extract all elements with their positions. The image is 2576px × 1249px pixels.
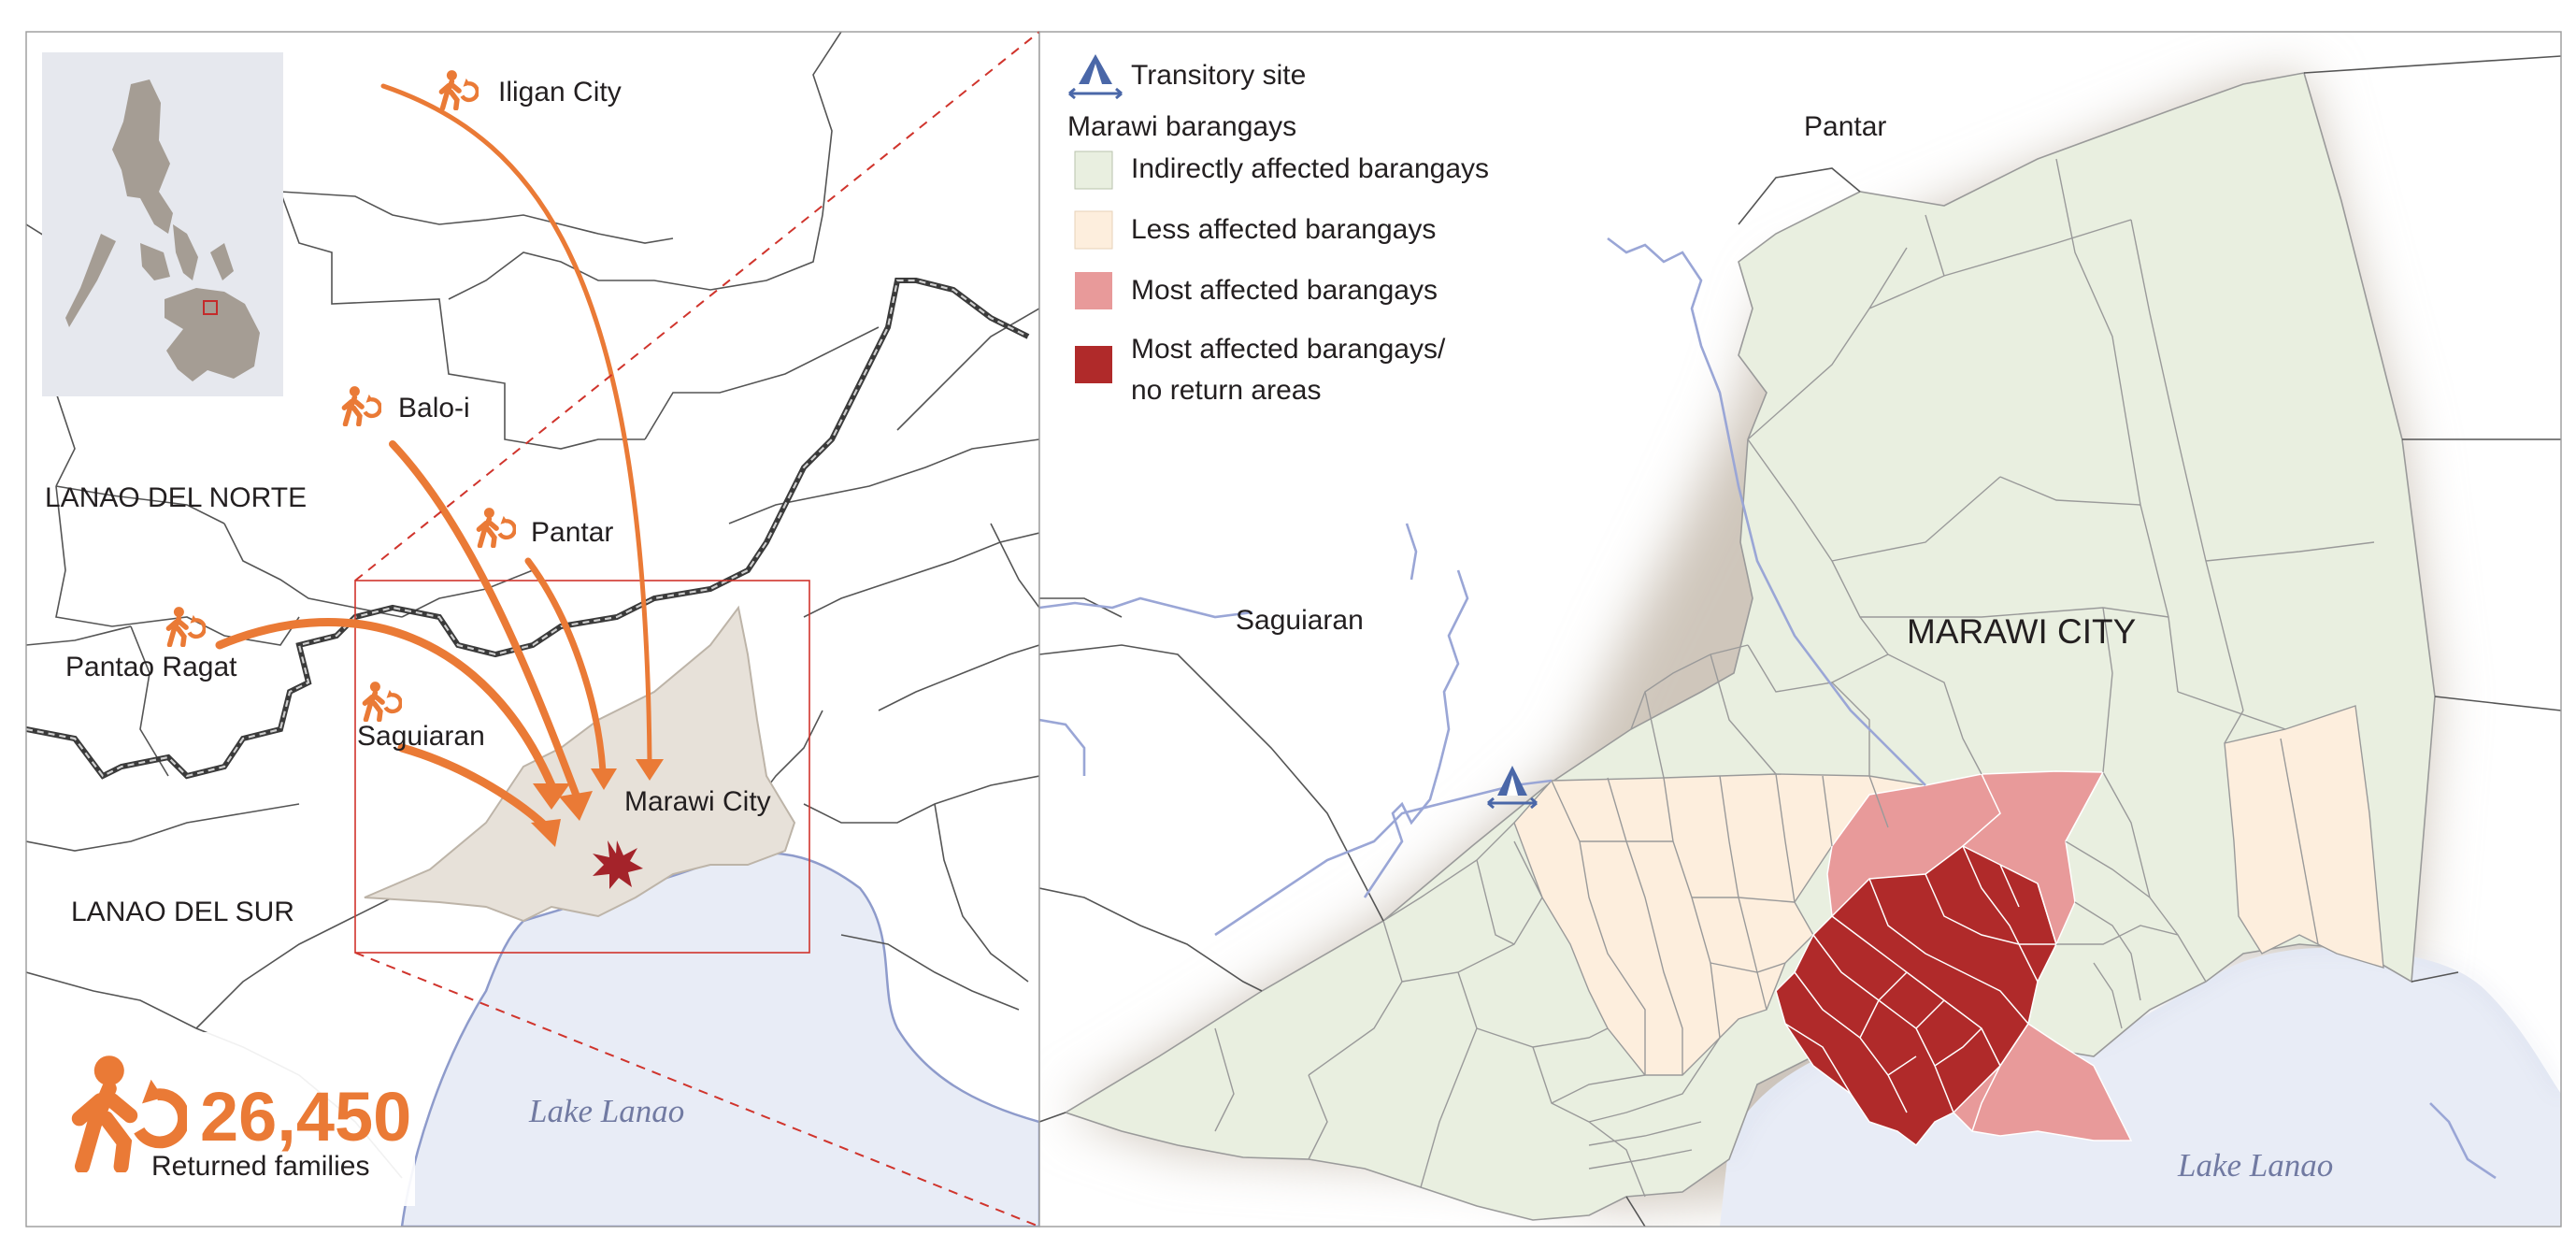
- marawi-detail-panel: Pantar Saguiaran MARAWI CITY Lake Lanao …: [1039, 32, 2561, 1227]
- barangay-boundaries: [1214, 158, 2375, 1198]
- label-marawi-city-inset: Marawi City: [624, 786, 771, 817]
- tent-icon: [1068, 54, 1123, 100]
- returned-families-count: 26,450: [200, 1078, 411, 1156]
- returned-families-label: Returned families: [151, 1151, 369, 1182]
- legend-label-most: Most affected barangays: [1131, 275, 1438, 306]
- legend-swatch-less: [1074, 210, 1113, 250]
- inset-map-panel: Iligan City Balo-i Pantar Pantao Ragat S…: [26, 32, 1039, 1227]
- indirectly-affected-barangays: [1064, 72, 2436, 1221]
- outer-municipal-boundaries: [1039, 55, 2561, 1227]
- tent-icon: [1487, 766, 1538, 810]
- label-lanao-del-sur: LANAO DEL SUR: [71, 897, 294, 927]
- legend: Transitory site Marawi barangays Indirec…: [1067, 54, 1489, 406]
- label-lake-lanao-inset: Lake Lanao: [528, 1093, 684, 1129]
- legend-label-no-return-line2: no return areas: [1131, 375, 1321, 406]
- philippines-locator-map: [42, 52, 283, 396]
- label-lanao-del-norte: LANAO DEL NORTE: [45, 482, 307, 513]
- legend-group-title: Marawi barangays: [1067, 111, 1296, 142]
- lake-lanao-right-water: [1720, 947, 2561, 1227]
- legend-label-no-return-line1: Most affected barangays/: [1131, 334, 1446, 365]
- legend-swatch-indirect: [1074, 151, 1113, 190]
- label-saguiaran-detail: Saguiaran: [1236, 605, 1364, 636]
- no-return-internal-lines: [1784, 771, 2104, 1132]
- label-iligan-city: Iligan City: [498, 77, 622, 108]
- detail-map-frame: [1038, 31, 2562, 1227]
- focus-extent-rectangle: [354, 580, 810, 954]
- label-saguiaran-inset: Saguiaran: [357, 721, 485, 752]
- zoom-connector-lines: [354, 31, 1040, 1227]
- legend-swatch-no-return: [1075, 346, 1112, 383]
- label-marawi-city-detail: MARAWI CITY: [1907, 612, 2136, 651]
- explosion-star-icon: [593, 840, 643, 889]
- less-affected-barangays: [2224, 705, 2384, 969]
- label-lake-lanao-detail: Lake Lanao: [2177, 1147, 2333, 1184]
- label-pantar-inset: Pantar: [531, 517, 613, 548]
- label-pantar-detail: Pantar: [1804, 111, 1886, 142]
- legend-label-less: Less affected barangays: [1131, 214, 1436, 245]
- legend-transitory-site: Transitory site: [1131, 60, 1306, 91]
- legend-label-indirect: Indirectly affected barangays: [1131, 153, 1489, 184]
- marawi-city-area-inset: [364, 605, 796, 923]
- label-baloi: Balo-i: [398, 393, 470, 424]
- returned-families-callout: 26,450 Returned families: [37, 1032, 415, 1206]
- label-pantao-ragat: Pantao Ragat: [65, 652, 237, 682]
- displacement-return-arrows: [215, 83, 664, 847]
- less-affected-internal-lines: [1551, 738, 2319, 1075]
- legend-swatch-most: [1075, 272, 1112, 309]
